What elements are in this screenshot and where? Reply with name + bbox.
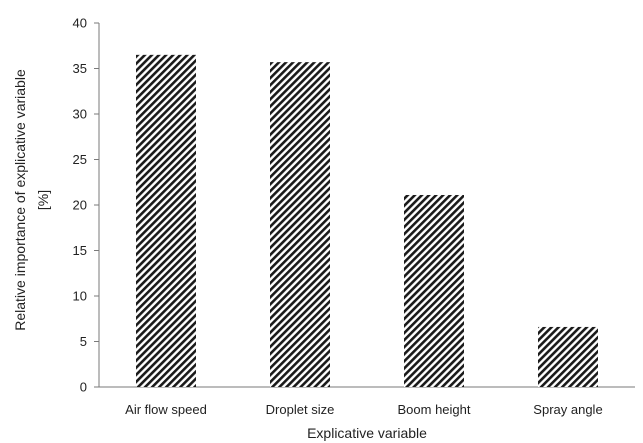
x-axis-title: Explicative variable: [307, 425, 427, 441]
y-axis: 0 5 10 15 20 25 30 35 40: [73, 16, 100, 395]
bar: [270, 62, 330, 387]
category-label: Air flow speed: [125, 402, 207, 417]
bar-series: [136, 54, 598, 387]
y-axis-title-line1: Relative importance of explicative varia…: [12, 69, 28, 331]
y-tick-label: 20: [73, 198, 87, 213]
y-tick-label: 10: [73, 289, 87, 304]
bar: [136, 54, 196, 387]
category-label: Droplet size: [266, 402, 335, 417]
bar: [404, 194, 464, 387]
y-tick-label: 0: [80, 380, 87, 395]
y-tick-label: 5: [80, 334, 87, 349]
y-tick-label: 40: [73, 16, 87, 31]
y-tick-label: 30: [73, 107, 87, 122]
y-tick-label: 35: [73, 61, 87, 76]
y-axis-title-line2: [%]: [35, 190, 51, 210]
category-label: Spray angle: [533, 402, 602, 417]
y-tick-label: 25: [73, 152, 87, 167]
bar: [538, 326, 598, 387]
y-tick-label: 15: [73, 243, 87, 258]
category-labels: Air flow speed Droplet size Boom height Spr…: [125, 402, 603, 417]
category-label: Boom height: [398, 402, 471, 417]
